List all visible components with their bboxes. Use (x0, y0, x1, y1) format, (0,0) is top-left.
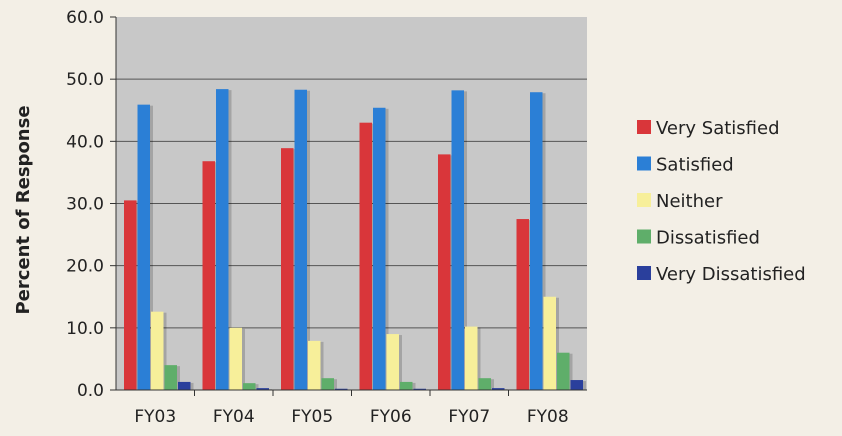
bar (492, 388, 505, 390)
bar (413, 388, 426, 390)
axes: 0.0 10.0 20.0 30.0 40.0 50.0 60.0 FY03 FY04 FY05 F… (66, 8, 587, 427)
y-axis-title: Percent of Response (13, 105, 34, 314)
y-tick-label: 30.0 (66, 195, 104, 215)
x-tick-label: FY05 (291, 407, 333, 427)
bar (359, 122, 372, 390)
bar (308, 340, 321, 390)
legend-label: Neither (656, 191, 723, 212)
bar (543, 296, 556, 390)
bar (478, 378, 491, 390)
x-tick-label: FY08 (527, 407, 569, 427)
bars (124, 89, 586, 391)
bar (570, 380, 583, 390)
bar (465, 326, 478, 390)
legend-label: Very Satisfied (656, 118, 780, 139)
bar (438, 154, 451, 390)
bar (557, 352, 570, 390)
bar (124, 200, 137, 390)
y-tick-label: 0.0 (77, 381, 104, 401)
gridlines (116, 78, 587, 329)
x-tick-label: FY04 (213, 407, 255, 427)
bar (451, 90, 464, 391)
bar (164, 365, 177, 390)
bar (386, 334, 399, 390)
bar (151, 311, 164, 390)
y-tick-label: 10.0 (66, 319, 104, 339)
bar (256, 388, 269, 390)
legend-swatch (637, 193, 651, 207)
legend-label: Dissatisfied (656, 228, 760, 249)
bar (294, 89, 307, 391)
legend-label: Very Dissatisfied (656, 264, 806, 285)
legend-swatch (637, 266, 651, 280)
bar (321, 378, 334, 390)
legend-label: Satisfied (656, 155, 734, 176)
x-tick-label: FY03 (134, 407, 176, 427)
bar (178, 381, 191, 390)
bar (216, 89, 229, 390)
x-tick-label: FY07 (448, 407, 490, 427)
legend-swatch (637, 156, 651, 171)
legend: Very Satisfied Satisfied Neither Dissatisfi… (637, 118, 806, 285)
legend-swatch (637, 229, 651, 244)
bar (335, 388, 348, 390)
bar (229, 327, 242, 390)
y-tick-label: 20.0 (66, 257, 104, 277)
bar (530, 92, 543, 390)
x-tick-label: FY06 (370, 407, 412, 427)
bar (202, 161, 215, 390)
legend-swatch (637, 120, 651, 134)
bar (137, 104, 150, 390)
bar (516, 219, 529, 390)
bar (281, 148, 294, 390)
y-tick-label: 60.0 (66, 8, 104, 28)
y-tick-label: 50.0 (66, 70, 104, 90)
y-tick-label: 40.0 (66, 132, 104, 152)
bar (373, 107, 386, 390)
bar (400, 381, 413, 390)
bar (243, 383, 256, 390)
